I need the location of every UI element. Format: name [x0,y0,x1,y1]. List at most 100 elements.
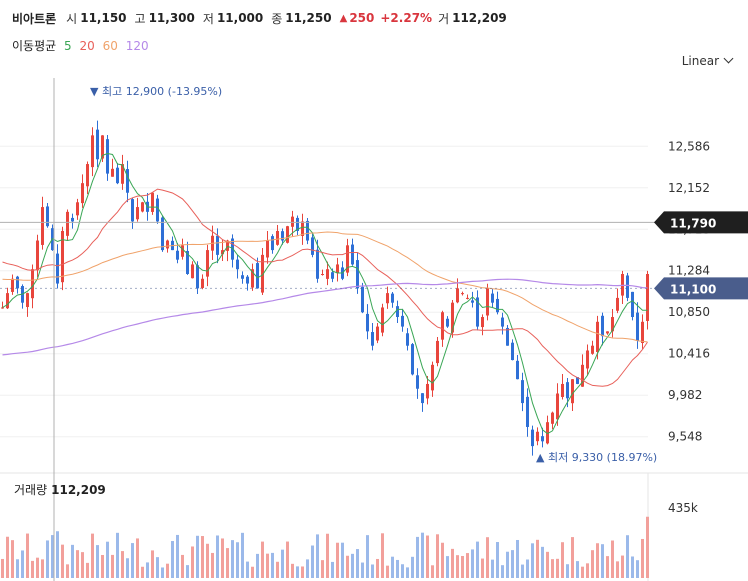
candle-down [361,286,364,313]
volume-bar [41,559,44,578]
volume-bar [56,531,59,578]
volume-bar [181,554,184,578]
close-label: 종 [271,11,283,26]
candle-up [451,302,454,333]
volume-bar [391,556,394,578]
candle-down [506,327,509,346]
volume-bar [196,535,199,578]
candle-up [481,317,484,328]
volume-bar [371,564,374,578]
candle-up [191,264,194,279]
candle-up [561,383,564,397]
volume-bar [326,533,329,578]
volume-bar [201,536,204,578]
volume-bar [261,541,264,578]
low-label: 저 [202,11,214,26]
candle-down [366,313,369,332]
volume-bar [311,545,314,578]
candle-down [271,236,274,251]
candle-up [536,431,539,442]
volume-bar [396,559,399,578]
candle-down [541,436,544,442]
volume-bar [66,564,69,578]
volume-bar [251,566,254,578]
candle-down [531,429,534,447]
current-price-text: 11,100 [670,282,716,296]
candle-down [16,276,19,289]
volume-bar [426,535,429,578]
ma-legend-20: 20 [79,39,95,53]
volume-title: 거래량 112,209 [14,481,106,498]
candle-down [521,380,524,404]
volume-bar [156,557,159,578]
candle-down [106,139,109,174]
candle-up [291,216,294,227]
volume-title-label: 거래량 [14,483,48,497]
stock-header: 비아트론 시 11,150 고 11,300 저 11,000 종 11,250… [12,8,515,28]
up-triangle-icon: ▲ [339,12,348,24]
candle-down [411,344,414,375]
volume-bar [191,546,194,578]
volume-bar [336,542,339,578]
moving-average-legend: 이동평균 5 20 60 120 [12,37,153,54]
y-tick-label: 12,586 [668,139,710,153]
volume-bar [26,533,29,578]
volume-bar [296,566,299,578]
volume-bar [381,533,384,578]
volume-bar [271,552,274,578]
volume-bar [96,545,99,578]
volume-bar [51,535,54,578]
candle-down [176,250,179,260]
candle-down [96,129,99,160]
candle-up [276,230,279,245]
candle-up [556,393,559,420]
candle-up [111,168,114,177]
candle-down [306,220,309,241]
volume-bar [506,551,509,578]
candle-up [136,207,139,220]
candle-down [296,217,299,231]
volume-bar [516,539,519,578]
candle-down [511,342,514,361]
candle-down [316,249,319,279]
volume-bar [486,537,489,578]
candle-up [376,326,379,341]
volume-bar [136,538,139,578]
candle-down [406,333,409,346]
ma20-line [2,188,648,387]
volume-bar [361,562,364,578]
close-value: 11,250 [285,11,332,25]
y-tick-label: 9,982 [668,388,702,402]
volume-bar [281,549,284,578]
candle-down [311,237,314,255]
volume-bar [206,543,209,578]
candle-down [471,300,474,303]
candle-up [76,202,79,216]
candle-up [61,230,64,283]
volume-bar [276,561,279,578]
candle-down [241,275,244,279]
volume-bar [141,566,144,578]
candle-up [431,364,434,391]
volume-bar [616,561,619,578]
volume-bar [466,553,469,578]
candle-down [626,275,629,298]
scale-dropdown[interactable]: Linear [682,53,734,68]
candle-down [126,169,129,193]
volume-bar [121,551,124,578]
volume-bar [641,538,644,578]
candle-down [416,375,419,389]
volume-bar [626,535,629,578]
volume-bar [171,541,174,578]
volume-bar [256,553,259,578]
candle-up [1,307,4,309]
volume-bar [556,558,559,578]
volume-bar [126,558,129,578]
high-label: 고 [134,11,146,26]
volume-bar [71,544,74,578]
candle-up [226,240,229,251]
volume-bar [471,549,474,578]
candle-down [131,199,134,222]
candle-up [456,288,459,303]
